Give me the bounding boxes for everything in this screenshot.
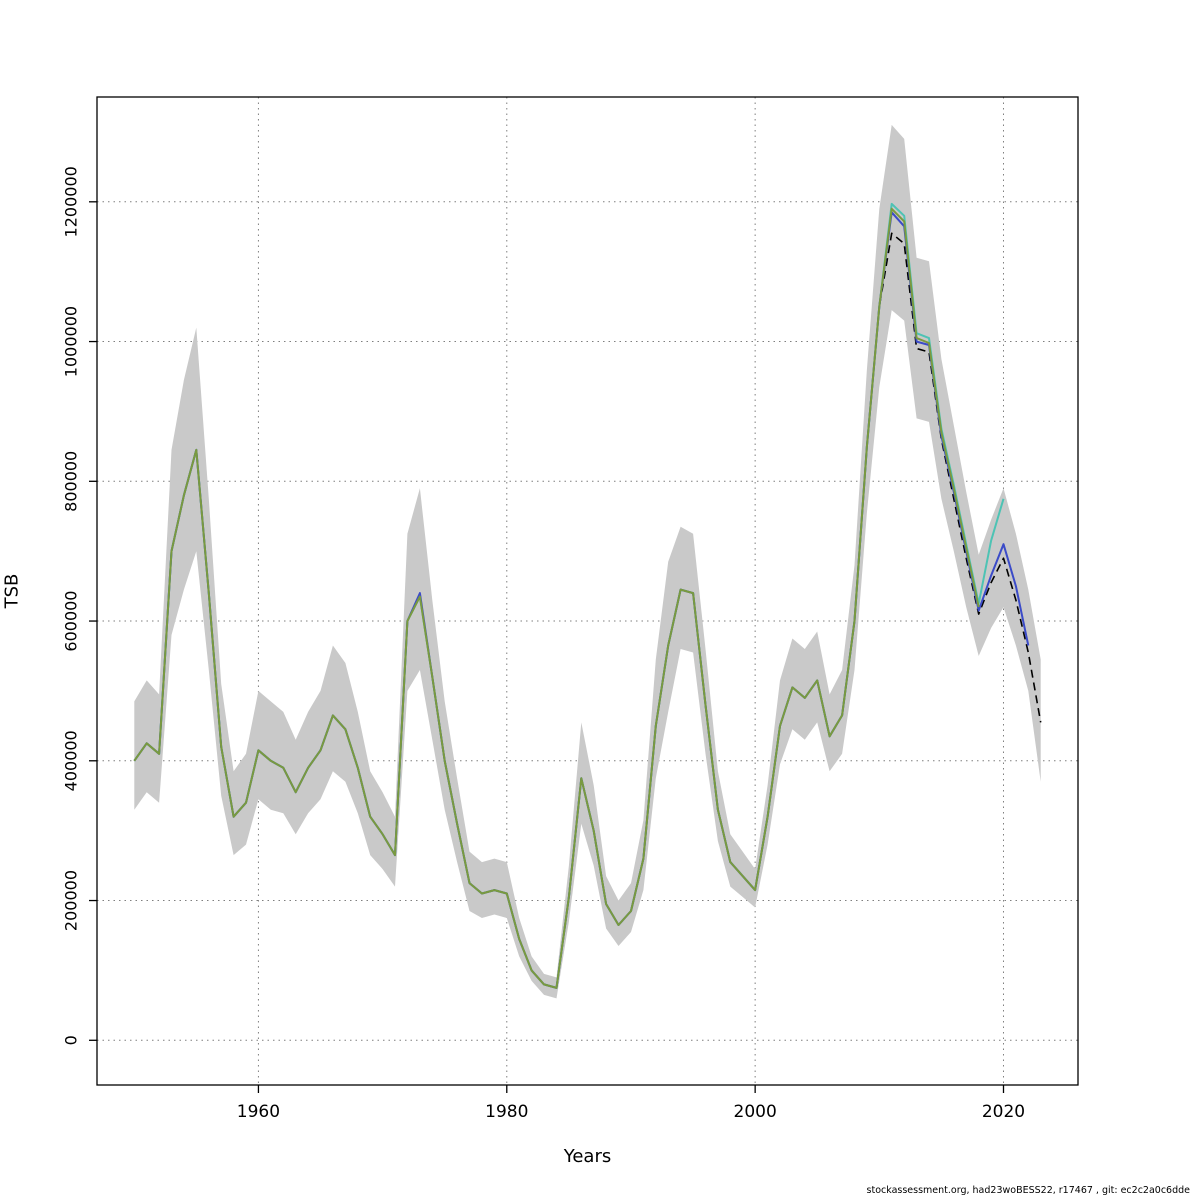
x-tick-label: 1980 [485, 1102, 528, 1122]
y-axis-title: TSB [1, 573, 23, 609]
y-tick-label: 200000 [62, 870, 81, 931]
watermark: stockassessment.org, had23woBESS22, r174… [866, 1185, 1190, 1196]
x-tick-label: 2020 [982, 1102, 1025, 1122]
x-axis-title: Years [563, 1146, 612, 1167]
y-tick-label: 1200000 [62, 166, 81, 237]
y-tick-label: 600000 [62, 591, 81, 652]
plot-box [96, 96, 1079, 1086]
x-tick-label: 2000 [734, 1102, 777, 1122]
series-line-base-run-black-dashed [133, 232, 1042, 989]
series-line-run-blue [133, 211, 1030, 989]
y-tick-label: 0 [62, 1035, 81, 1045]
series-line-run-green [133, 207, 980, 989]
x-tick-label: 1960 [237, 1102, 280, 1122]
confidence-interval [134, 124, 1041, 999]
y-tick-label: 1000000 [62, 306, 81, 377]
y-tick-label: 800000 [62, 451, 81, 512]
y-tick-label: 400000 [62, 730, 81, 791]
